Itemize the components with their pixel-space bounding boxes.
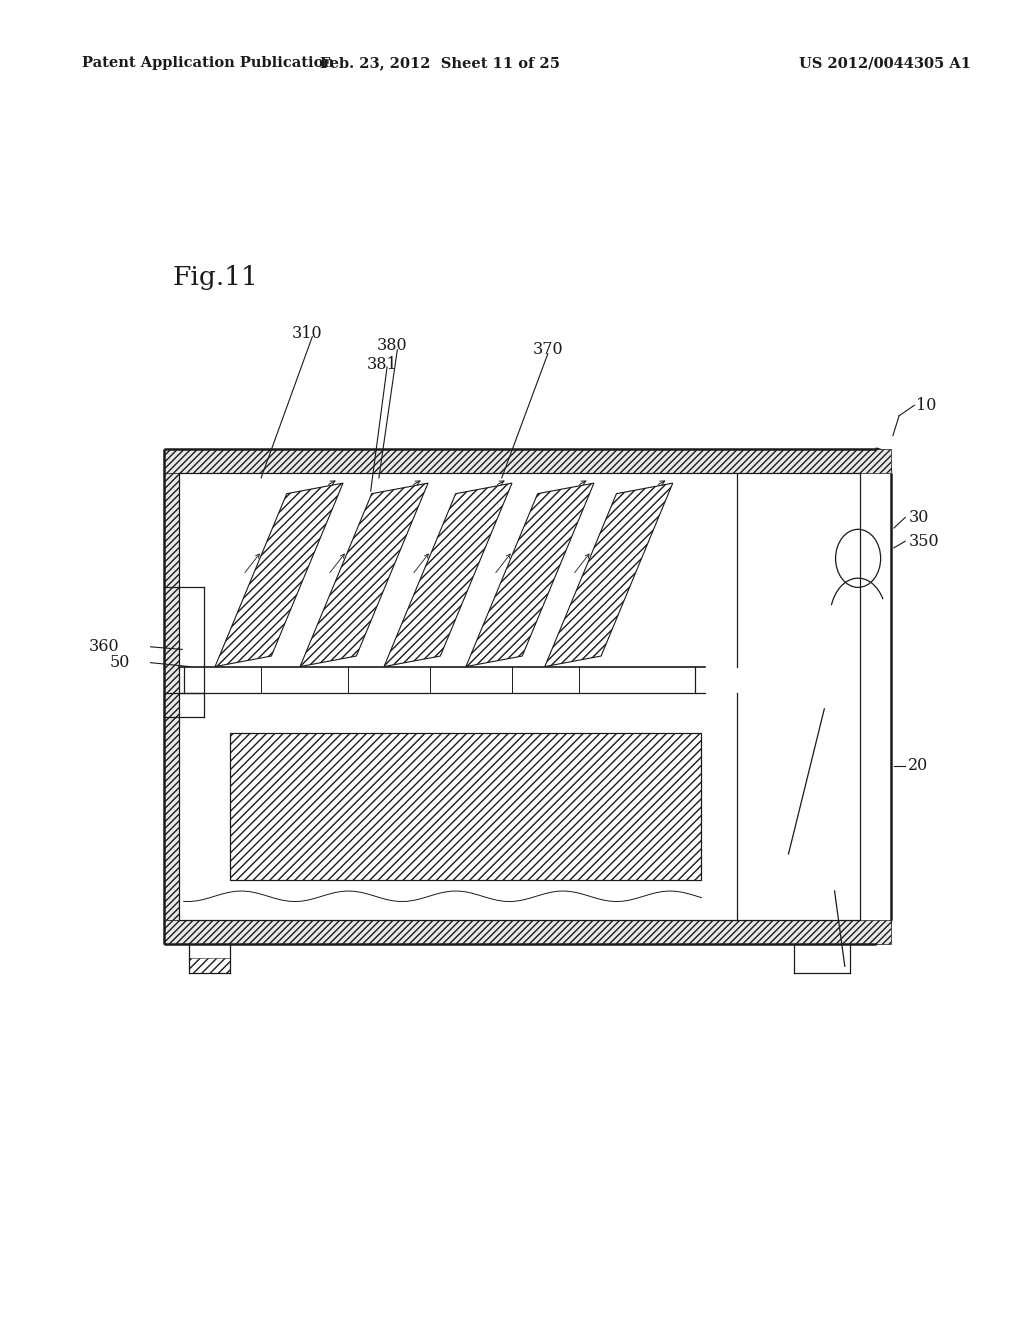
- Text: Feb. 23, 2012  Sheet 11 of 25: Feb. 23, 2012 Sheet 11 of 25: [321, 57, 560, 70]
- Polygon shape: [384, 483, 512, 667]
- Text: 380: 380: [377, 338, 408, 354]
- Polygon shape: [300, 483, 428, 667]
- Polygon shape: [466, 483, 594, 667]
- Bar: [229, 733, 701, 880]
- Text: 10: 10: [916, 397, 937, 413]
- Bar: [189, 958, 230, 973]
- Text: 370: 370: [532, 342, 563, 358]
- Polygon shape: [215, 483, 343, 667]
- Text: 50: 50: [110, 655, 130, 671]
- Polygon shape: [545, 483, 673, 667]
- Text: 360: 360: [89, 639, 120, 655]
- Text: 30: 30: [908, 510, 929, 525]
- Text: 20: 20: [908, 758, 929, 774]
- Text: US 2012/0044305 A1: US 2012/0044305 A1: [799, 57, 971, 70]
- Text: 350: 350: [908, 533, 939, 549]
- Text: 381: 381: [367, 356, 397, 372]
- Text: Patent Application Publication: Patent Application Publication: [82, 57, 334, 70]
- Bar: [164, 473, 178, 920]
- Bar: [164, 920, 891, 944]
- Bar: [164, 449, 891, 473]
- Text: Fig.11: Fig.11: [172, 265, 258, 289]
- Text: 310: 310: [292, 326, 323, 342]
